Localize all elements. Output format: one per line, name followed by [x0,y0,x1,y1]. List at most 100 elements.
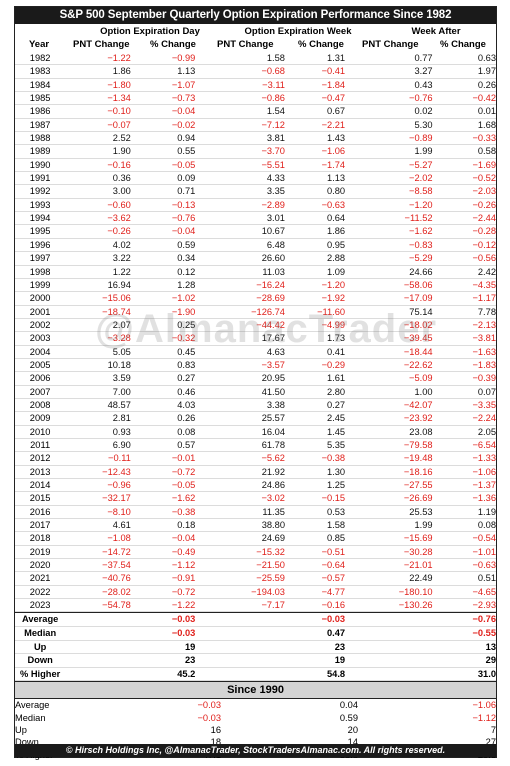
after-pnt-cell: −0.89 [345,131,433,146]
after-pnt-cell: 25.53 [345,505,433,520]
spacer [102,699,162,711]
table-row: 1992 3.00 0.71 3.35 0.80 −8.58 −2.03 [15,184,496,199]
spacer [195,640,285,655]
week-pnt-cell: −3.57 [195,358,285,373]
year-cell: 1991 [15,171,66,186]
day-pnt-cell: −32.17 [65,491,131,506]
year-cell: 2003 [15,331,66,346]
day-pnt-cell: 6.90 [65,438,131,453]
table-row: 2015 −32.17 −1.62 −3.02 −0.15 −26.69 −1.36 [15,491,496,506]
day-pnt-cell: −1.80 [65,78,131,93]
year-cell: 1984 [15,78,66,93]
week-summary-cell: 23 [284,640,346,655]
pct-header-1: % Change [150,39,196,50]
spacer [358,699,438,711]
day-pct-cell: 0.12 [130,265,196,279]
week-pct-cell: 0.27 [284,398,346,413]
week-pnt-cell: 1.54 [195,104,285,119]
table-row: 1993 −0.60 −0.13 −2.89 −0.63 −1.20 −0.26 [15,198,496,213]
after-pct-cell: 0.01 [432,104,496,119]
week-pnt-cell: 4.33 [195,171,285,186]
year-cell: 1995 [15,224,66,239]
after-pct-cell: 0.08 [432,518,496,533]
week-pct-cell: −0.15 [284,491,346,506]
pct-header-2: % Change [298,39,344,50]
week-pct-cell: 1.58 [284,518,346,533]
week-pnt-cell: −15.32 [195,545,285,560]
day-pct-cell: −0.72 [130,585,196,600]
summary-label: Up [15,640,66,655]
table-row: 1986 −0.10 −0.04 1.54 0.67 0.02 0.01 [15,104,496,119]
summary-label: Median [15,626,66,641]
after-pct-cell: 2.42 [432,265,496,279]
week-pct-cell: −2.21 [284,118,346,133]
day-pnt-cell: 0.36 [65,171,131,186]
year-cell: 1986 [15,104,66,119]
year-cell: 2020 [15,558,66,573]
day-pct-cell: −1.07 [130,78,196,93]
after-pnt-cell: 0.02 [345,104,433,119]
after-pnt-cell: −11.52 [345,211,433,226]
table-row: 2000 −15.06 −1.02 −28.69 −1.92 −17.09 −1.17 [15,291,496,306]
week-pnt-cell: −0.86 [195,91,285,106]
summary-label: Average [15,700,50,711]
week-pct-cell: −0.47 [284,91,346,106]
week-pnt-cell: 3.35 [195,184,285,199]
day-pct-cell: −0.72 [130,465,196,480]
year-cell: 2004 [15,345,66,359]
year-cell: 1983 [15,64,66,79]
week-pct-cell: 0.64 [284,211,346,226]
table-row: 2002 2.07 0.25 −44.42 −4.99 −18.02 −2.13 [15,318,496,333]
table-title: S&P 500 September Quarterly Option Expir… [15,7,496,24]
after-pct-cell: −1.33 [432,451,496,466]
week-pct-cell: 1.43 [284,131,346,146]
day-pnt-cell: 1.86 [65,64,131,79]
year-cell: 1997 [15,251,66,266]
spacer [65,667,131,682]
after-summary-cell: 27 [485,737,496,748]
day-pct-cell: −0.05 [130,478,196,493]
footer-copyright: © Hirsch Holdings Inc, @AlmanacTrader, S… [15,744,496,757]
summary-row: Average −0.03 0.04 −1.06 [15,699,496,711]
after-pnt-cell: −2.02 [345,171,433,186]
day-pnt-cell: 7.00 [65,385,131,399]
after-pct-cell: 0.58 [432,144,496,159]
week-pnt-cell: −194.03 [195,585,285,600]
table-row: 2008 48.57 4.03 3.38 0.27 −42.07 −3.35 [15,398,496,413]
week-pnt-cell: 3.01 [195,211,285,226]
after-pct-cell: −4.65 [432,585,496,600]
day-pnt-cell: −0.07 [65,118,131,133]
summary-table: Average −0.03 −0.03 −0.76 Median −0.03 0.47 −0.… [15,612,496,682]
year-cell: 2018 [15,531,66,546]
spacer [65,640,131,655]
after-pct-cell: −2.03 [432,184,496,199]
day-pct-cell: −0.13 [130,198,196,213]
year-cell: 2019 [15,545,66,560]
pnt-header-2: PNT Change [217,39,274,50]
table-row: 2013 −12.43 −0.72 21.92 1.30 −18.16 −1.06 [15,465,496,480]
table-row: 2009 2.81 0.26 25.57 2.45 −23.92 −2.24 [15,411,496,426]
week-pnt-cell: −28.69 [195,291,285,306]
week-pct-cell: −1.06 [284,144,346,159]
day-pct-cell: 0.25 [130,318,196,333]
day-pnt-cell: −0.26 [65,224,131,239]
week-pnt-cell: 21.92 [195,465,285,480]
day-pct-cell: −0.01 [130,451,196,466]
day-pct-cell: −0.99 [130,52,196,66]
day-pct-cell: −0.73 [130,91,196,106]
spacer [65,626,131,641]
year-cell: 2023 [15,598,66,613]
after-summary-cell: 29 [432,653,496,668]
day-pct-cell: −0.04 [130,104,196,119]
week-pct-cell: 2.80 [284,385,346,399]
after-pnt-cell: −23.92 [345,411,433,426]
after-pnt-cell: −27.55 [345,478,433,493]
spacer [102,712,162,724]
after-pnt-cell: −21.01 [345,558,433,573]
after-pnt-cell: −1.20 [345,198,433,213]
spacer [195,626,285,641]
day-pnt-cell: 1.22 [65,265,131,279]
day-pnt-cell: −0.11 [65,451,131,466]
after-pct-cell: 1.19 [432,505,496,520]
week-pct-cell: −4.99 [284,318,346,333]
